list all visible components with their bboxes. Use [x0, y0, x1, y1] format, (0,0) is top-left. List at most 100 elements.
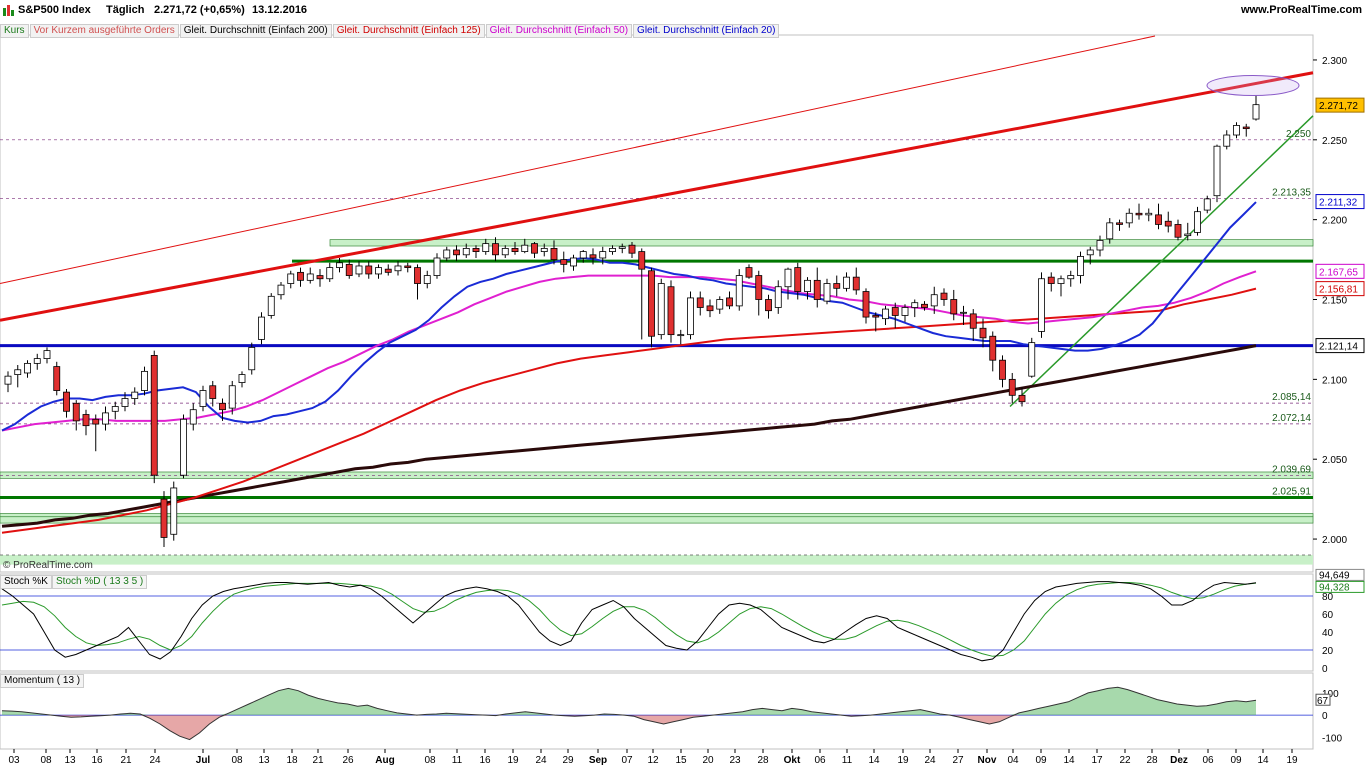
candle	[423, 275, 431, 284]
momentum-panel[interactable]: 100 0 -100 67	[0, 686, 1342, 744]
time-tick-label: 12	[647, 755, 659, 766]
ma-value-label: 2.156,81	[1319, 285, 1358, 296]
candle	[648, 270, 655, 337]
candle	[228, 385, 236, 409]
price-tick-label: 2.000	[1322, 535, 1347, 546]
ma50-line	[1, 270, 1257, 432]
candle	[258, 316, 265, 340]
time-tick-label: Sep	[589, 755, 607, 766]
candle	[277, 284, 285, 296]
site-url[interactable]: www.ProRealTime.com	[1240, 4, 1362, 16]
ma125-line	[1, 287, 1257, 534]
price-tick-label: 2.100	[1322, 375, 1347, 386]
time-tick-label: 22	[1119, 755, 1131, 766]
candle	[960, 311, 967, 314]
legend-item-orders[interactable]: Vor Kurzem ausgeführte Orders	[29, 24, 179, 38]
candle	[657, 283, 665, 336]
time-tick-label: 16	[91, 755, 103, 766]
candle	[969, 313, 977, 329]
candle	[1194, 211, 1201, 233]
last-price-label: 2.271,72	[1319, 101, 1358, 112]
candle	[1028, 342, 1036, 377]
time-tick-label: Nov	[978, 755, 997, 766]
momentum-line	[1, 686, 1257, 741]
support-zone-2	[0, 516, 1314, 524]
candle	[82, 414, 90, 427]
price-tick-label: 2.150	[1322, 296, 1347, 307]
stoch-k-tag[interactable]: Stoch %K	[0, 575, 52, 589]
date-label: 13.12.2016	[252, 4, 308, 16]
candle	[219, 402, 226, 411]
momentum-tag[interactable]: Momentum ( 13 )	[0, 674, 85, 688]
candle	[24, 362, 31, 374]
candle	[150, 355, 158, 476]
candle	[794, 267, 802, 292]
candle	[336, 262, 343, 268]
candle	[765, 299, 772, 312]
legend-item-kurs[interactable]: Kurs	[0, 24, 29, 38]
candle	[414, 267, 421, 284]
stoch-tick-label: 40	[1322, 628, 1334, 639]
candle	[726, 297, 733, 307]
level-label: 2.039,69	[1272, 465, 1311, 476]
candle	[618, 246, 626, 249]
price-tick-label: 2.050	[1322, 455, 1347, 466]
candle	[267, 295, 275, 316]
momentum-tick-label: -100	[1322, 733, 1342, 744]
candle	[706, 305, 714, 312]
candle	[443, 249, 451, 259]
candle	[1164, 220, 1172, 227]
stoch-d-value: 94,328	[1319, 582, 1350, 593]
legend-item-ma50[interactable]: Gleit. Durchschnitt (Einfach 50)	[485, 24, 633, 38]
candle	[287, 273, 295, 284]
time-tick-label: 24	[924, 755, 936, 766]
legend-item-ma125[interactable]: Gleit. Durchschnitt (Einfach 125)	[332, 24, 485, 38]
time-tick-label: 26	[342, 755, 354, 766]
time-tick-label: Okt	[784, 755, 801, 766]
candle	[599, 251, 607, 259]
time-tick-label: 07	[621, 755, 633, 766]
time-tick-label: 14	[868, 755, 880, 766]
candle	[891, 307, 899, 316]
support-zone-1	[0, 471, 1314, 479]
price-panel[interactable]: 2.300 2.250 2.200 2.150 2.100 2.050 2.000 2.250…	[0, 35, 1365, 565]
candle	[355, 265, 363, 275]
candle	[1086, 249, 1094, 256]
candle	[1057, 278, 1065, 284]
candle	[833, 283, 841, 289]
candle	[131, 391, 139, 399]
candle	[384, 268, 392, 273]
trendline-green	[1009, 115, 1314, 408]
legend-item-ma20[interactable]: Gleit. Durchschnitt (Einfach 20)	[633, 24, 780, 38]
candle	[716, 299, 724, 310]
stoch-d-tag[interactable]: Stoch %D ( 13 3 5 )	[52, 575, 148, 589]
time-tick-label: 28	[1146, 755, 1158, 766]
time-tick-label: 14	[1063, 755, 1075, 766]
candle	[453, 249, 460, 256]
stoch-d-line	[1, 582, 1257, 657]
instrument-name: S&P500 Index	[18, 4, 91, 16]
candle	[326, 267, 334, 280]
legend-item-ma200[interactable]: Gleit. Durchschnitt (Einfach 200)	[179, 24, 332, 38]
candle	[111, 406, 119, 412]
candle	[1067, 275, 1075, 280]
time-tick-label: 15	[675, 755, 687, 766]
time-tick-label: 09	[1035, 755, 1047, 766]
candle	[521, 244, 529, 252]
time-tick-label: 20	[702, 755, 714, 766]
candle	[852, 276, 860, 291]
candle	[823, 283, 831, 302]
candle	[141, 370, 148, 391]
candle	[784, 268, 792, 288]
candle	[4, 375, 12, 385]
level-label: 2.085,14	[1272, 392, 1311, 403]
indicator-legend: Kurs Vor Kurzem ausgeführte Orders Gleit. …	[0, 20, 780, 38]
candle	[199, 390, 207, 407]
time-tick-label: 29	[562, 755, 574, 766]
candle	[170, 487, 178, 535]
candle	[638, 251, 646, 270]
candle	[1106, 222, 1114, 240]
candle	[589, 254, 597, 259]
